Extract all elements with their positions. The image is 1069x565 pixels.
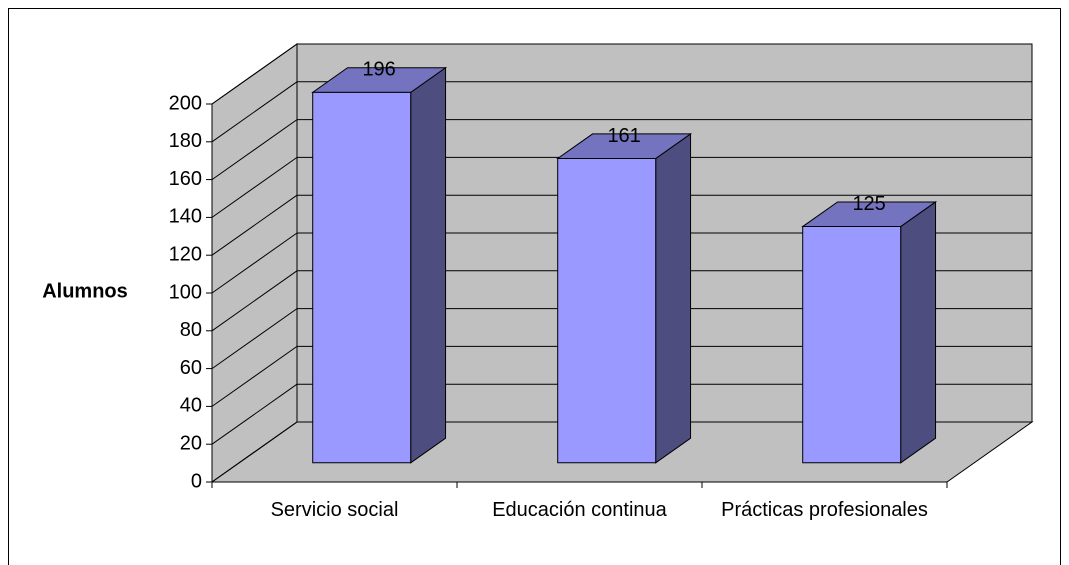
x-tick-label: Servicio social (270, 499, 399, 521)
bar-side (900, 200, 937, 464)
y-tick-label: 100 (169, 281, 202, 303)
bar-side (655, 132, 692, 464)
y-tick-label: 120 (169, 243, 202, 265)
y-tick-label: 180 (169, 130, 202, 152)
grid-line (211, 81, 298, 143)
bar (557, 158, 657, 464)
x-tick-label: Educación continua (492, 499, 667, 521)
y-tick-label: 40 (180, 395, 202, 417)
grid-line (211, 119, 298, 181)
y-tick-label: 20 (180, 432, 202, 454)
grid-line (211, 270, 298, 332)
grid-line (211, 421, 298, 483)
y-tick-label: 80 (180, 319, 202, 341)
bar-side (410, 66, 447, 464)
y-tick-label: 0 (191, 470, 202, 492)
grid-line (211, 43, 298, 105)
y-tick-label: 200 (169, 92, 202, 114)
y-axis-label: Alumnos (42, 280, 128, 302)
grid-line (211, 383, 298, 445)
x-tick-label: Prácticas profesionales (721, 499, 928, 521)
value-label: 125 (852, 193, 885, 215)
bar (312, 91, 412, 464)
grid-line (211, 308, 298, 370)
grid-line (211, 345, 298, 407)
grid-line (211, 232, 298, 294)
y-tick-label: 140 (169, 206, 202, 228)
grid-line (211, 194, 298, 256)
value-label: 196 (362, 59, 395, 81)
grid-line (211, 156, 298, 218)
y-tick-label: 160 (169, 168, 202, 190)
y-tick-label: 60 (180, 357, 202, 379)
value-label: 161 (607, 125, 640, 147)
bar (802, 226, 902, 464)
